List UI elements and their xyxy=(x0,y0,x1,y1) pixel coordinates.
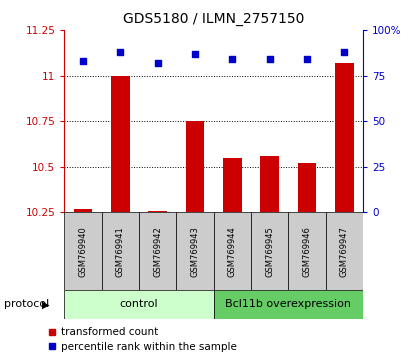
Text: protocol: protocol xyxy=(4,299,49,309)
Point xyxy=(80,58,86,64)
Point xyxy=(154,60,161,66)
Bar xyxy=(64,212,102,290)
Text: GSM769941: GSM769941 xyxy=(116,226,125,277)
Title: GDS5180 / ILMN_2757150: GDS5180 / ILMN_2757150 xyxy=(123,12,305,26)
Text: ▶: ▶ xyxy=(42,299,49,309)
Bar xyxy=(251,212,288,290)
Bar xyxy=(326,212,363,290)
Point xyxy=(117,49,124,55)
Point xyxy=(341,49,348,55)
Bar xyxy=(288,212,326,290)
Bar xyxy=(335,63,354,212)
Point xyxy=(229,56,236,62)
Text: GSM769945: GSM769945 xyxy=(265,226,274,277)
Text: GSM769944: GSM769944 xyxy=(228,226,237,277)
Text: control: control xyxy=(120,299,159,309)
Text: GSM769946: GSM769946 xyxy=(303,226,312,277)
Bar xyxy=(214,212,251,290)
Text: Bcl11b overexpression: Bcl11b overexpression xyxy=(225,299,352,309)
Bar xyxy=(223,158,242,212)
Text: GSM769942: GSM769942 xyxy=(153,226,162,277)
Point xyxy=(266,56,273,62)
Bar xyxy=(149,211,167,212)
Bar xyxy=(102,212,139,290)
Text: GSM769947: GSM769947 xyxy=(340,226,349,277)
Bar xyxy=(139,212,176,290)
Text: GSM769943: GSM769943 xyxy=(190,226,200,277)
Bar xyxy=(261,156,279,212)
Point xyxy=(304,56,310,62)
Bar xyxy=(111,76,130,212)
Text: GSM769940: GSM769940 xyxy=(78,226,88,277)
Bar xyxy=(186,121,205,212)
Bar xyxy=(214,290,363,319)
Bar xyxy=(64,290,214,319)
Bar xyxy=(298,163,317,212)
Bar xyxy=(176,212,214,290)
Legend: transformed count, percentile rank within the sample: transformed count, percentile rank withi… xyxy=(49,327,237,352)
Bar xyxy=(74,209,93,212)
Point xyxy=(192,51,198,57)
